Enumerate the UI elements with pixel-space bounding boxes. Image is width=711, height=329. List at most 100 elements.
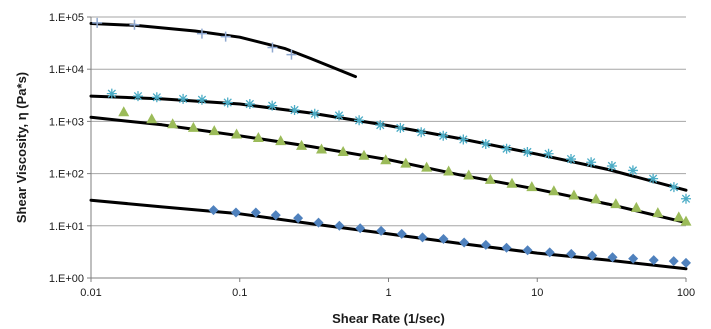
- series-2-point: [458, 134, 469, 145]
- x-tick-label: 0.1: [232, 287, 247, 299]
- series-3-point: [610, 198, 622, 209]
- series-1-point: [92, 17, 103, 28]
- series-2-point: [178, 93, 189, 104]
- series-4-point: [230, 207, 241, 218]
- fit-line-4: [89, 198, 688, 271]
- series-4-point: [648, 255, 659, 266]
- series-2-point: [133, 91, 144, 102]
- series-2-point: [222, 97, 233, 108]
- series-2-point: [375, 120, 386, 131]
- series-4-point: [544, 247, 555, 258]
- series-3-point: [358, 149, 370, 160]
- axes: [87, 16, 687, 282]
- series-4-point: [355, 223, 366, 234]
- gridlines: [91, 16, 686, 227]
- data-markers: [92, 17, 692, 268]
- series-4-point: [438, 233, 449, 244]
- series-3-point: [630, 201, 642, 212]
- series-3-point: [548, 185, 560, 196]
- series-1-point: [286, 49, 297, 60]
- series-4-point: [587, 250, 598, 261]
- series-1-point: [267, 42, 278, 53]
- series-3-point: [252, 132, 264, 143]
- series-3-point: [506, 177, 518, 188]
- series-3-point: [673, 211, 685, 222]
- series-3-point: [337, 145, 349, 156]
- series-1-point: [129, 19, 140, 30]
- series-3-point: [463, 169, 475, 180]
- fit-line-1: [89, 22, 357, 79]
- fit-line-3: [89, 115, 688, 225]
- series-2-point: [289, 105, 300, 116]
- series-4-point: [668, 256, 679, 267]
- series-4-point: [270, 210, 281, 221]
- series-3-point: [568, 189, 580, 200]
- x-tick-label: 100: [677, 287, 695, 299]
- series-2-point: [354, 115, 365, 126]
- series-2-point: [196, 94, 207, 105]
- y-tick-label: 1.E+03: [49, 116, 84, 128]
- series-4-point: [293, 213, 304, 224]
- x-axis-title: Shear Rate (1/sec): [332, 311, 445, 326]
- series-2-point: [151, 92, 162, 103]
- fit-lines: [89, 22, 688, 271]
- x-tick-label: 1: [385, 287, 391, 299]
- series-2-point: [543, 148, 554, 159]
- series-3-point: [231, 128, 243, 139]
- x-tick-label: 0.01: [80, 287, 101, 299]
- series-2-point: [501, 143, 512, 154]
- series-3-point: [421, 161, 433, 172]
- series-2-point: [586, 157, 597, 168]
- series-3-point: [296, 139, 308, 150]
- series-4-point: [628, 253, 639, 264]
- y-tick-label: 1.E+05: [49, 12, 84, 24]
- series-4-point: [681, 257, 691, 268]
- y-tick-label: 1.E+02: [49, 169, 84, 181]
- series-4-point: [313, 217, 324, 228]
- series-3-point: [400, 157, 412, 168]
- series-4-point: [250, 207, 261, 218]
- series-2-point: [648, 173, 659, 184]
- series-2-point: [334, 110, 345, 121]
- fit-line-2: [89, 94, 688, 192]
- series-2-point: [566, 154, 577, 165]
- series-3-point: [380, 154, 392, 165]
- y-tick-label: 1.E+04: [49, 64, 84, 76]
- series-3-point: [590, 193, 602, 204]
- series-3-point: [208, 125, 220, 136]
- series-3-point: [167, 118, 179, 129]
- series-2-point: [681, 193, 691, 204]
- series-4-point: [208, 205, 219, 216]
- y-axis-title: Shear Viscosity, η (Pa*s): [14, 72, 29, 223]
- series-2-point: [244, 99, 255, 110]
- series-2-point: [438, 130, 449, 141]
- series-2-point: [668, 182, 679, 193]
- series-3-point: [443, 165, 455, 176]
- series-3-point: [652, 207, 664, 218]
- series-2-point: [522, 146, 533, 157]
- series-4-point: [376, 225, 387, 236]
- series-2-point: [106, 88, 117, 99]
- series-4-point: [417, 232, 428, 243]
- series-1-point: [220, 31, 231, 42]
- series-2-point: [606, 160, 617, 171]
- y-tick-label: 1.E+01: [49, 221, 84, 233]
- series-2-point: [267, 100, 278, 111]
- series-3-point: [146, 113, 158, 124]
- series-2-point: [309, 108, 320, 119]
- tick-labels: 1.E+00 1.E+01 1.E+02 1.E+03 1.E+04 1.E+05 0.01…: [49, 12, 695, 299]
- series-4-point: [459, 237, 470, 248]
- series-2-point: [480, 138, 491, 149]
- x-tick-label: 10: [531, 287, 543, 299]
- y-tick-label: 1.E+00: [49, 273, 84, 285]
- series-4-point: [396, 228, 407, 239]
- series-4-point: [522, 245, 533, 256]
- series-3-point: [118, 106, 130, 117]
- series-4-point: [607, 252, 618, 263]
- series-3-point: [484, 173, 496, 184]
- series-4-point: [334, 220, 345, 231]
- series-4-point: [501, 242, 512, 253]
- series-3-point: [680, 215, 692, 226]
- series-3-point: [275, 135, 287, 146]
